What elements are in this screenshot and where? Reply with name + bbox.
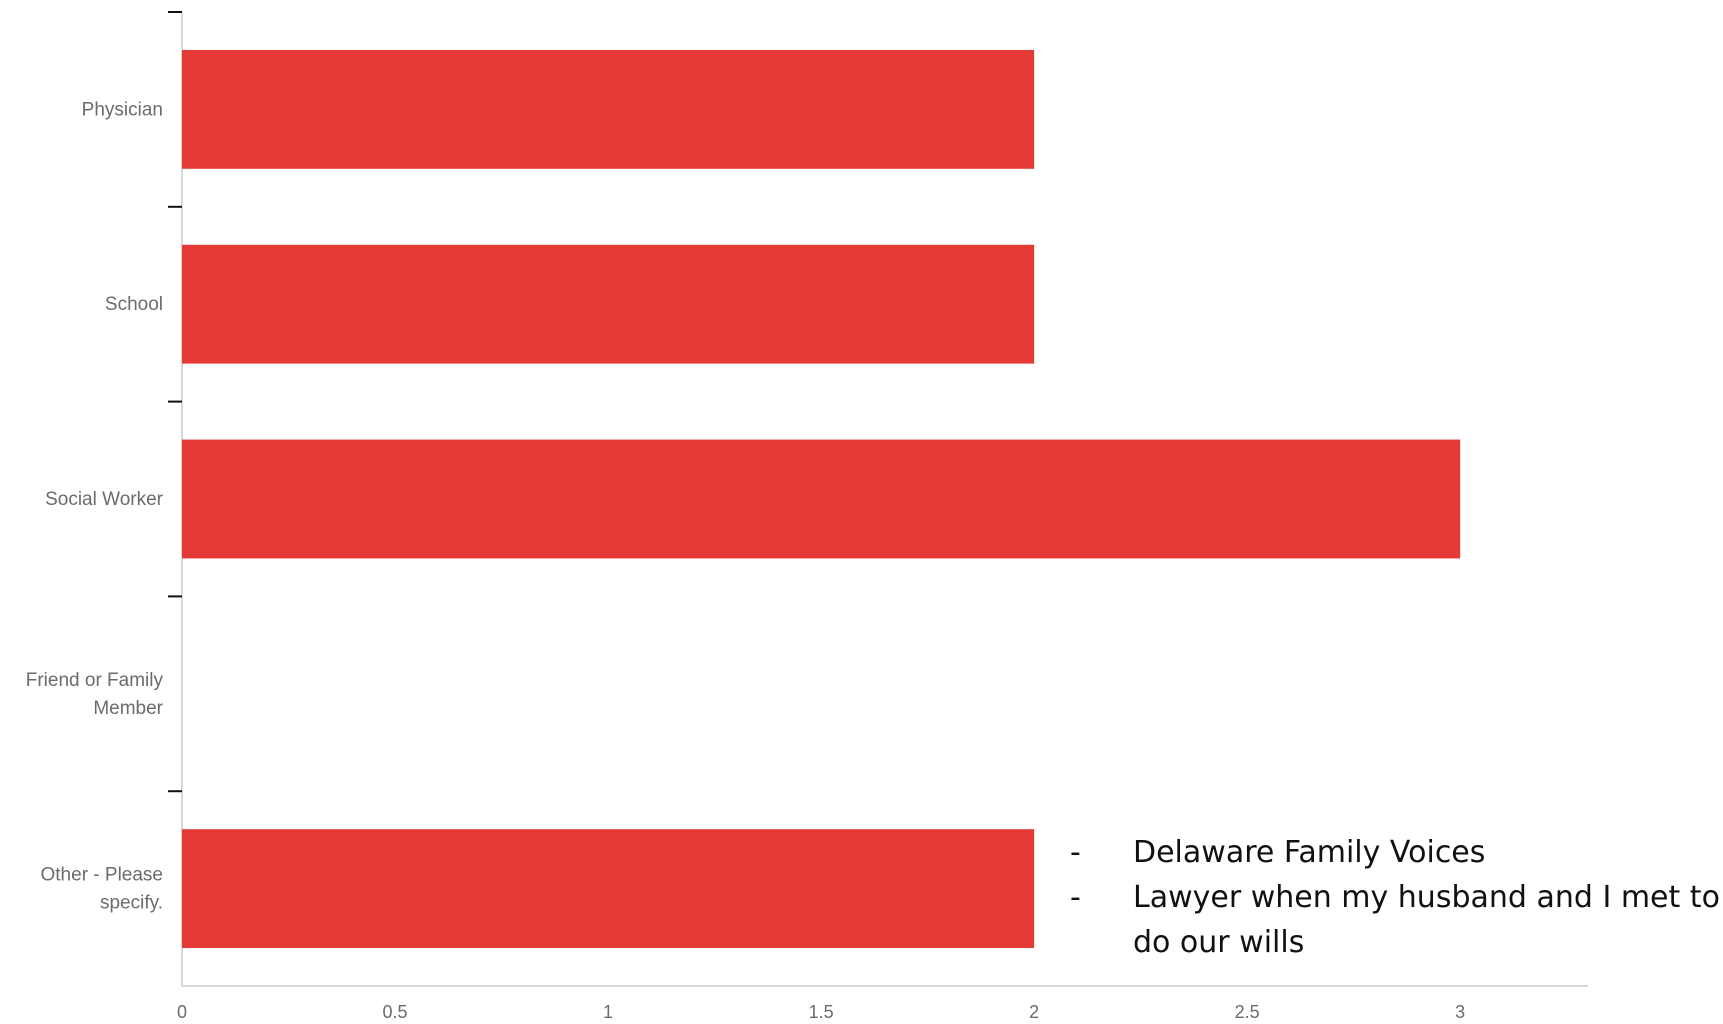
category-label: Friend or Family Member bbox=[26, 670, 164, 719]
category-label: Social Worker bbox=[45, 489, 164, 510]
x-tick-label: 0.5 bbox=[383, 1002, 408, 1022]
x-tick-label: 1 bbox=[603, 1002, 613, 1022]
bar bbox=[182, 244, 1035, 364]
category-label: School bbox=[105, 294, 163, 315]
x-tick-label: 2.5 bbox=[1235, 1002, 1260, 1022]
annotation-list: Delaware Family Voices Lawyer when my hu… bbox=[1070, 830, 1720, 965]
bar bbox=[182, 439, 1461, 559]
x-tick-label: 1.5 bbox=[809, 1002, 834, 1022]
x-tick-label: 2 bbox=[1029, 1002, 1039, 1022]
category-label: Other - Please specify. bbox=[41, 865, 164, 914]
annotation-item: Delaware Family Voices bbox=[1070, 830, 1720, 875]
x-tick-label: 3 bbox=[1455, 1002, 1465, 1022]
annotation-item: Lawyer when my husband and I met to do o… bbox=[1070, 875, 1720, 965]
category-label: Physician bbox=[82, 99, 163, 120]
x-tick-label: 0 bbox=[177, 1002, 187, 1022]
bar bbox=[182, 49, 1035, 169]
bar bbox=[182, 829, 1035, 949]
